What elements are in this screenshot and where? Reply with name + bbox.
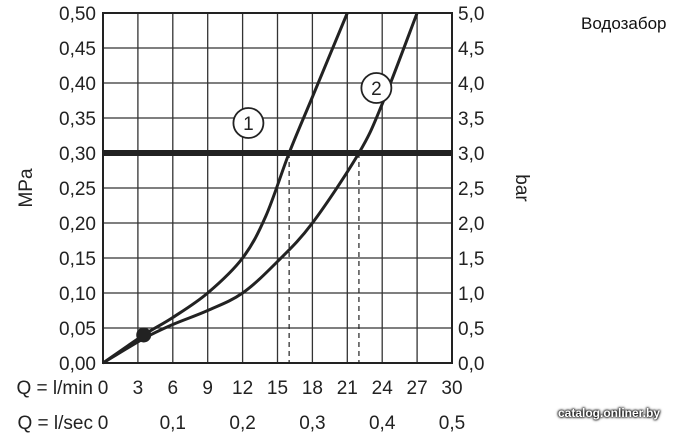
x-tick-label-min: 27 <box>407 378 428 399</box>
y-right-tick-label: 3,0 <box>458 144 484 165</box>
x-tick-label-min: 6 <box>168 378 179 399</box>
y-right-tick-label: 0,5 <box>458 319 484 340</box>
y-right-tick-label: 0,0 <box>458 354 484 375</box>
y-left-tick-label: 0,50 <box>59 4 96 25</box>
y-left-tick-label: 0,15 <box>59 249 96 270</box>
series-label-2: 2 <box>371 79 382 100</box>
y-left-tick-label: 0,20 <box>59 214 96 235</box>
x-tick-label-sec: 0,3 <box>299 413 325 434</box>
series-line-1 <box>103 12 349 365</box>
y-right-tick-label: 4,5 <box>458 39 484 60</box>
series-label-circle <box>360 72 393 104</box>
y-left-tick-label: 0,40 <box>59 74 96 95</box>
y-left-tick-label: 0,30 <box>59 144 96 165</box>
data-dot <box>136 327 152 343</box>
watermark-label: catalog.onliner.by <box>558 406 661 420</box>
x-tick-label-sec: 0 <box>98 413 109 434</box>
y-left-tick-label: 0,25 <box>59 179 96 200</box>
x-axis-label-sec: Q = l/sec <box>18 413 94 434</box>
y-right-tick-label: 3,5 <box>458 109 484 130</box>
x-tick-label-min: 12 <box>232 378 253 399</box>
y-left-tick-label: 0,35 <box>59 109 96 130</box>
y-left-tick-label: 0,05 <box>59 319 96 340</box>
y-left-tick-label: 0,45 <box>59 39 96 60</box>
x-axis-label-min: Q = l/min <box>16 378 93 399</box>
x-tick-label-sec: 0,2 <box>229 413 255 434</box>
y-right-tick-label: 1,0 <box>458 284 484 305</box>
x-tick-label-min: 24 <box>372 378 394 399</box>
y-right-tick-label: 4,0 <box>458 74 484 95</box>
y-right-tick-label: 2,5 <box>458 179 484 200</box>
y-left-axis-label: MPa <box>16 168 37 208</box>
x-tick-label-min: 18 <box>302 378 323 399</box>
y-right-axis-label: bar <box>511 174 532 202</box>
note-label: Водозабор <box>581 14 667 33</box>
series-line-2 <box>103 12 419 365</box>
y-right-tick-label: 2,0 <box>458 214 484 235</box>
x-tick-label-sec: 0,5 <box>439 413 465 434</box>
axes <box>102 12 453 364</box>
tick-labels: 0,000,050,100,150,200,250,300,350,400,45… <box>16 4 532 434</box>
x-tick-label-min: 9 <box>202 378 213 399</box>
y-left-tick-label: 0,00 <box>59 354 96 375</box>
x-tick-label-sec: 0,1 <box>160 413 186 434</box>
x-tick-label-min: 3 <box>133 378 144 399</box>
y-right-tick-label: 5,0 <box>458 4 484 25</box>
series-lines: 12 <box>103 12 419 365</box>
x-tick-label-min: 15 <box>267 378 288 399</box>
x-tick-label-sec: 0,4 <box>369 413 396 434</box>
x-tick-label-min: 30 <box>441 378 462 399</box>
y-right-tick-label: 1,5 <box>458 249 484 270</box>
series-label-1: 1 <box>243 114 254 135</box>
plot-frame <box>102 12 453 364</box>
series-label-circle <box>232 107 265 139</box>
x-tick-label-min: 21 <box>337 378 358 399</box>
y-left-tick-label: 0,10 <box>59 284 96 305</box>
x-tick-label-min: 0 <box>98 378 109 399</box>
